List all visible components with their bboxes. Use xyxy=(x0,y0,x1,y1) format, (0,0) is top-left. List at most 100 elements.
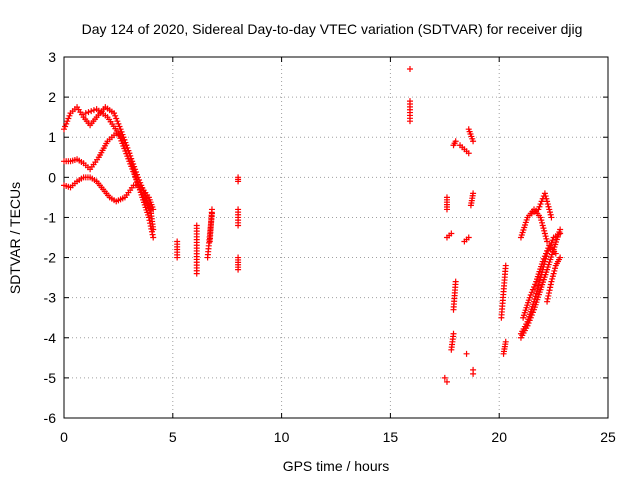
data-point xyxy=(545,292,552,299)
data-point xyxy=(542,250,549,257)
y-tick-label: 1 xyxy=(48,129,56,145)
data-point xyxy=(443,194,450,201)
data-point xyxy=(235,254,242,261)
data-point xyxy=(552,265,559,272)
plot-frame xyxy=(63,56,609,419)
data-point xyxy=(540,225,547,232)
data-point xyxy=(541,190,548,197)
data-point xyxy=(531,283,538,290)
data-point xyxy=(116,123,123,130)
data-point xyxy=(536,277,543,284)
data-point xyxy=(452,138,459,145)
data-point xyxy=(137,186,144,193)
data-point xyxy=(526,294,533,301)
data-point xyxy=(544,198,551,205)
data-point xyxy=(540,255,547,262)
data-point xyxy=(542,193,549,200)
data-point xyxy=(538,219,545,226)
data-point xyxy=(547,284,554,291)
data-point xyxy=(150,226,157,233)
data-point xyxy=(535,282,542,289)
data-point xyxy=(532,281,539,288)
data-point xyxy=(113,115,120,122)
data-point xyxy=(64,118,71,125)
data-point xyxy=(88,108,95,115)
x-tick-label: 15 xyxy=(383,429,399,445)
data-point xyxy=(90,107,97,114)
data-point xyxy=(551,267,558,274)
y-tick-label: -5 xyxy=(44,370,57,386)
data-point xyxy=(534,285,541,292)
x-tick-labels: 0 5 10 15 20 25 xyxy=(60,429,616,445)
data-point xyxy=(140,194,147,201)
data-point xyxy=(65,115,72,122)
data-point xyxy=(150,206,157,213)
data-point xyxy=(465,150,472,157)
data-point xyxy=(406,66,413,73)
y-tick-labels: -6 -5 -4 -3 -2 -1 0 1 2 3 xyxy=(44,49,57,426)
data-point xyxy=(549,275,556,282)
data-point xyxy=(450,330,457,337)
data-point xyxy=(545,203,552,210)
data-point xyxy=(531,296,538,303)
data-point xyxy=(535,206,542,213)
data-point xyxy=(539,258,546,265)
data-point xyxy=(141,197,148,204)
data-point xyxy=(235,174,242,181)
data-point xyxy=(406,98,413,105)
data-point xyxy=(542,233,549,240)
data-point xyxy=(557,230,564,237)
data-point xyxy=(66,112,73,119)
data-point xyxy=(546,209,553,216)
data-point xyxy=(544,238,551,245)
data-point xyxy=(538,271,545,278)
data-point xyxy=(549,237,556,244)
data-point xyxy=(452,278,459,285)
data-point xyxy=(143,199,150,206)
y-tick-label: -1 xyxy=(44,209,57,225)
x-tick-label: 10 xyxy=(274,429,290,445)
data-point xyxy=(543,195,550,202)
data-point xyxy=(470,190,477,197)
data-point xyxy=(470,138,477,145)
data-point xyxy=(85,109,92,116)
data-point xyxy=(150,234,157,241)
data-point xyxy=(528,289,535,296)
data-point xyxy=(144,202,151,209)
data-point xyxy=(82,110,89,117)
data-point xyxy=(537,214,544,221)
data-point xyxy=(532,293,539,300)
x-tick-label: 20 xyxy=(491,429,507,445)
data-point xyxy=(111,110,118,117)
y-tick-label: -2 xyxy=(44,250,57,266)
y-tick-label: 0 xyxy=(48,169,56,185)
data-point xyxy=(557,254,564,261)
data-point xyxy=(545,245,552,252)
data-point xyxy=(544,295,551,302)
data-point xyxy=(547,281,554,288)
y-tick-label: 2 xyxy=(48,89,56,105)
data-point xyxy=(546,287,553,294)
data-point xyxy=(235,206,242,213)
x-axis-label: GPS time / hours xyxy=(283,458,390,474)
data-point xyxy=(543,235,550,242)
data-point xyxy=(549,273,556,280)
data-point xyxy=(114,118,121,125)
data-point xyxy=(115,120,122,127)
data-point xyxy=(117,126,124,133)
data-point xyxy=(531,298,538,305)
data-point xyxy=(149,231,156,238)
data-point xyxy=(465,234,472,241)
data-point xyxy=(502,262,509,269)
axis-ticks xyxy=(63,56,609,419)
data-point xyxy=(448,230,455,237)
data-point xyxy=(548,214,555,221)
data-point xyxy=(533,287,540,294)
x-tick-label: 0 xyxy=(60,429,68,445)
data-point xyxy=(145,205,152,212)
data-point xyxy=(112,112,119,119)
data-point xyxy=(441,374,448,381)
data-point xyxy=(547,211,554,218)
data-point xyxy=(124,144,131,151)
